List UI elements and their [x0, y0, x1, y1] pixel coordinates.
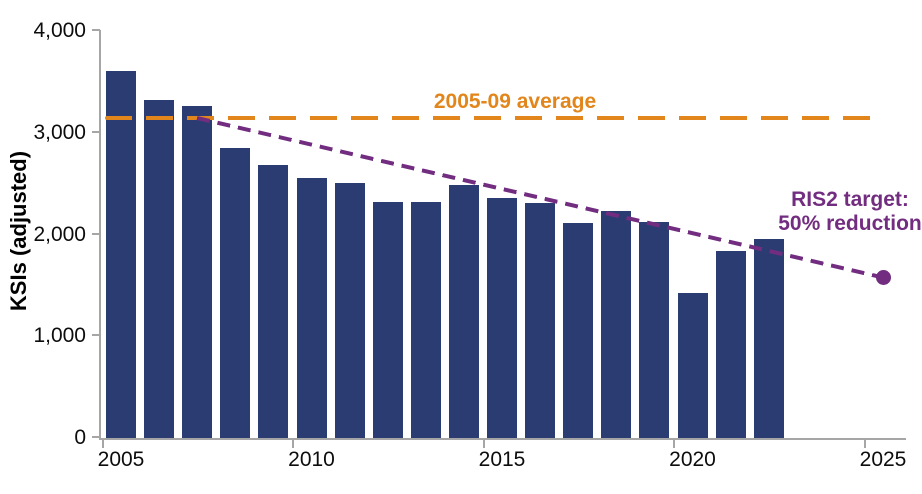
bar-2017 — [563, 223, 594, 438]
bar-2020 — [677, 292, 708, 438]
bar-2022 — [753, 238, 784, 438]
x-tick-mark — [101, 440, 104, 448]
bar-2013 — [410, 202, 441, 438]
y-tick-mark — [92, 232, 100, 235]
bar-2005 — [106, 70, 136, 438]
x-tick-mark — [292, 440, 294, 448]
target-label: RIS2 target: 50% reduction — [770, 188, 922, 236]
y-tick-mark — [92, 436, 100, 438]
target-label-line1: RIS2 target: — [791, 188, 909, 211]
bar-2006 — [144, 100, 175, 438]
x-tick-label: 2005 — [97, 448, 145, 471]
x-tick-label: 2020 — [669, 448, 716, 471]
bar-2008 — [220, 148, 251, 438]
bar-2011 — [334, 182, 365, 438]
bar-2015 — [487, 197, 517, 438]
y-tick-label: 2,000 — [33, 222, 86, 246]
x-axis-line — [99, 438, 906, 440]
bar-2014 — [448, 184, 479, 438]
bar-2021 — [715, 250, 746, 438]
y-tick-mark — [92, 29, 100, 31]
bar-2016 — [525, 203, 556, 438]
target-label-line2: 50% reduction — [778, 212, 922, 235]
x-tick-label: 2015 — [478, 448, 526, 471]
y-tick-label: 0 — [74, 426, 86, 449]
x-tick-mark — [863, 440, 866, 448]
average-dashed-line — [105, 116, 883, 120]
x-tick-mark — [482, 440, 485, 448]
bar-2010 — [296, 177, 327, 438]
average-line-label: 2005-09 average — [433, 90, 597, 113]
bar-2018 — [601, 211, 632, 438]
bar-2019 — [639, 222, 670, 438]
y-tick-label: 4,000 — [33, 19, 86, 42]
bar-2007 — [182, 106, 213, 438]
x-tick-label: 2010 — [288, 448, 335, 471]
target-endpoint-dot — [875, 270, 891, 285]
bar-2012 — [372, 202, 403, 438]
bar-2009 — [258, 165, 289, 438]
x-tick-label: 2025 — [859, 448, 907, 471]
y-axis-line — [99, 30, 101, 440]
y-tick-mark — [92, 130, 100, 133]
y-tick-label: 1,000 — [33, 324, 86, 348]
x-tick-mark — [673, 440, 675, 448]
y-tick-mark — [92, 334, 100, 337]
y-tick-label: 3,000 — [33, 120, 86, 144]
